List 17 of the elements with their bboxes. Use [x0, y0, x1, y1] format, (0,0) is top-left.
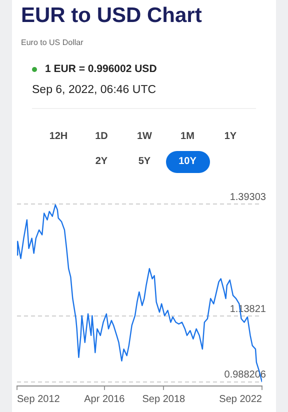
x-tick-label: Sep 2018	[142, 394, 186, 405]
text: 10Y	[166, 151, 210, 173]
x-tick-label: Apr 2016	[84, 394, 126, 405]
text: 1Y	[223, 130, 238, 144]
x-tick-label: Sep 2022	[219, 394, 262, 405]
text: Sep 6, 2022, 06:46 UTC	[32, 84, 156, 96]
text: 2Y	[94, 155, 109, 169]
x-tick-label: Sep 2012	[17, 394, 60, 405]
text: 1D	[94, 130, 109, 144]
y-tick-label: 1.39303	[230, 192, 266, 203]
text: 1M	[180, 130, 196, 144]
chart-subtitle: Euro to US Dollar	[21, 38, 84, 47]
text: 1W	[136, 130, 153, 144]
text: 12H	[48, 130, 69, 144]
chart-title: EUR to USD Chart	[21, 4, 202, 28]
text: 1 EUR = 0.996002 USD	[45, 63, 157, 75]
text: 5Y	[137, 155, 152, 169]
